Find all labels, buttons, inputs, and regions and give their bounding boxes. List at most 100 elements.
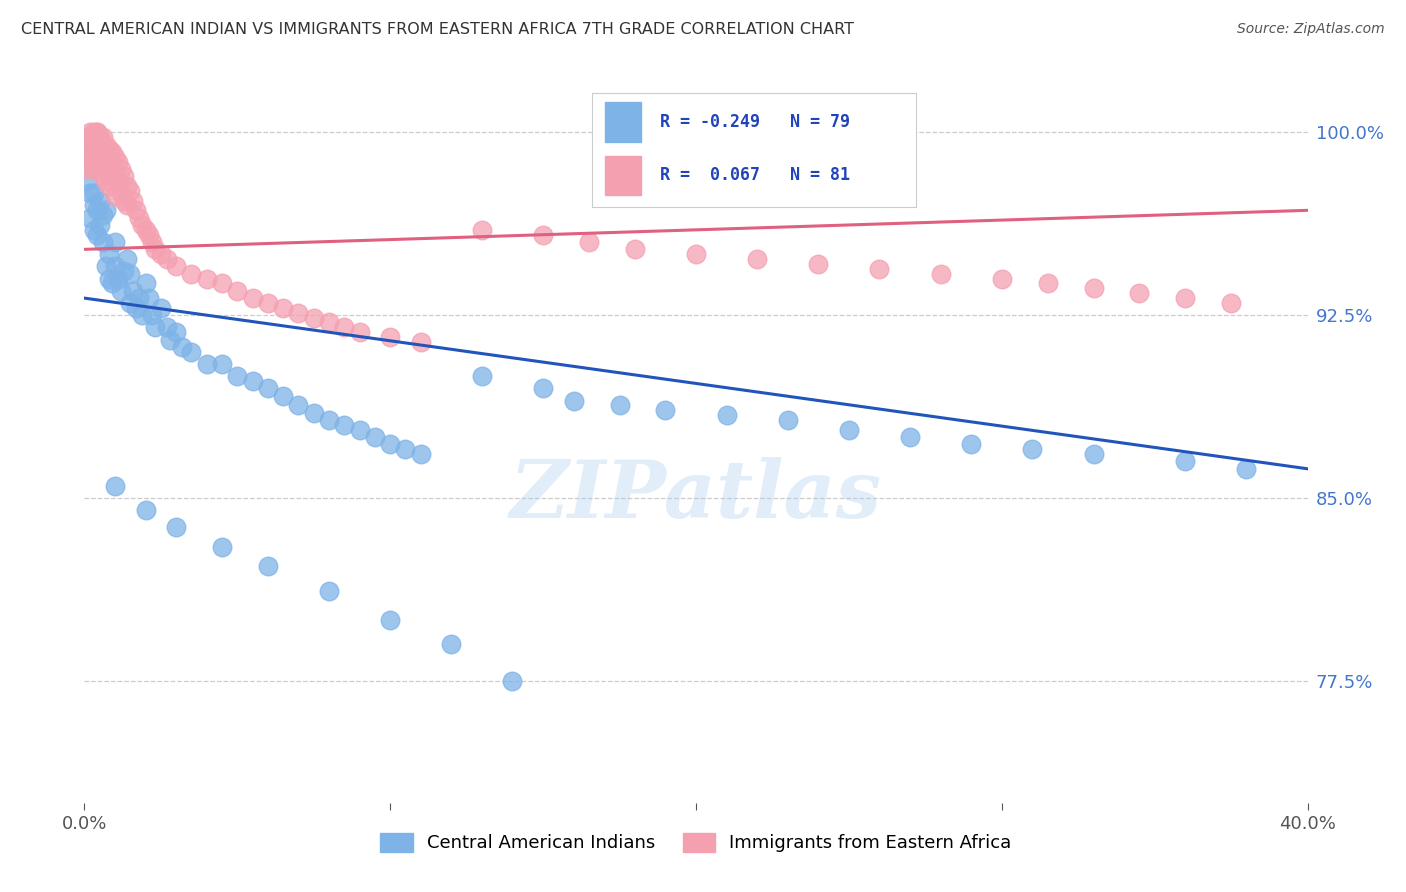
Point — [318, 583, 340, 598]
Point — [333, 417, 356, 432]
Point — [869, 261, 891, 276]
Point — [89, 218, 111, 232]
Point — [149, 301, 172, 315]
Point — [86, 137, 108, 152]
Point — [318, 316, 340, 330]
Point — [91, 130, 114, 145]
Point — [89, 130, 111, 145]
Point — [838, 423, 860, 437]
Point — [807, 257, 830, 271]
Point — [302, 310, 325, 325]
Point — [271, 301, 294, 315]
Point — [302, 406, 325, 420]
Point — [165, 260, 187, 274]
Point — [440, 637, 463, 651]
Point — [471, 369, 494, 384]
Text: Source: ZipAtlas.com: Source: ZipAtlas.com — [1237, 22, 1385, 37]
Point — [83, 198, 105, 212]
Point — [79, 130, 101, 145]
Point — [101, 145, 124, 159]
Point — [110, 161, 132, 176]
Point — [122, 194, 145, 208]
Point — [115, 178, 138, 193]
Point — [898, 430, 921, 444]
Point — [747, 252, 769, 266]
Point — [97, 161, 120, 176]
Point — [195, 357, 218, 371]
Point — [104, 150, 127, 164]
Point — [89, 161, 111, 176]
Point — [380, 330, 402, 344]
Text: CENTRAL AMERICAN INDIAN VS IMMIGRANTS FROM EASTERN AFRICA 7TH GRADE CORRELATION : CENTRAL AMERICAN INDIAN VS IMMIGRANTS FR… — [21, 22, 853, 37]
Point — [165, 325, 187, 339]
Point — [86, 203, 108, 218]
Text: ZIPatlas: ZIPatlas — [510, 457, 882, 534]
Point — [960, 437, 983, 451]
Point — [79, 211, 101, 225]
Point — [115, 198, 138, 212]
Point — [195, 271, 218, 285]
Point — [86, 154, 108, 169]
Point — [79, 186, 101, 201]
Point — [122, 284, 145, 298]
Point — [364, 430, 387, 444]
Point — [226, 284, 249, 298]
Point — [318, 413, 340, 427]
Point — [654, 403, 676, 417]
Point — [578, 235, 600, 249]
Point — [141, 235, 163, 249]
Point — [1236, 462, 1258, 476]
Point — [83, 186, 105, 201]
Point — [94, 137, 117, 152]
Point — [76, 174, 98, 188]
Point — [104, 235, 127, 249]
Point — [97, 247, 120, 261]
Point — [380, 613, 402, 627]
Point — [112, 264, 135, 278]
Point — [531, 227, 554, 242]
Point — [180, 344, 202, 359]
Point — [1174, 291, 1197, 305]
Point — [107, 154, 129, 169]
Point — [89, 194, 111, 208]
Point — [716, 408, 738, 422]
Point — [83, 145, 105, 159]
Point — [143, 243, 166, 257]
Point — [138, 291, 160, 305]
Point — [120, 184, 142, 198]
Point — [502, 673, 524, 688]
Point — [562, 393, 585, 408]
Point — [112, 194, 135, 208]
Point — [104, 479, 127, 493]
Point — [211, 540, 233, 554]
Point — [120, 267, 142, 281]
Point — [107, 271, 129, 285]
Point — [104, 188, 127, 202]
Point — [287, 306, 309, 320]
Point — [257, 296, 280, 310]
Point — [257, 559, 280, 574]
Point — [172, 340, 194, 354]
Point — [104, 169, 127, 184]
Point — [1021, 442, 1043, 457]
Point — [94, 203, 117, 218]
Point — [131, 218, 153, 232]
Point — [1220, 296, 1243, 310]
Point — [79, 137, 101, 152]
Point — [159, 333, 181, 347]
Point — [609, 398, 631, 412]
Point — [287, 398, 309, 412]
Point — [94, 174, 117, 188]
Point — [76, 161, 98, 176]
Point — [120, 296, 142, 310]
Point — [156, 252, 179, 266]
Point — [107, 174, 129, 188]
Point — [94, 260, 117, 274]
Point — [101, 164, 124, 178]
Point — [531, 381, 554, 395]
Point — [115, 252, 138, 266]
Point — [409, 334, 432, 349]
Point — [143, 320, 166, 334]
Point — [86, 125, 108, 139]
Point — [394, 442, 416, 457]
